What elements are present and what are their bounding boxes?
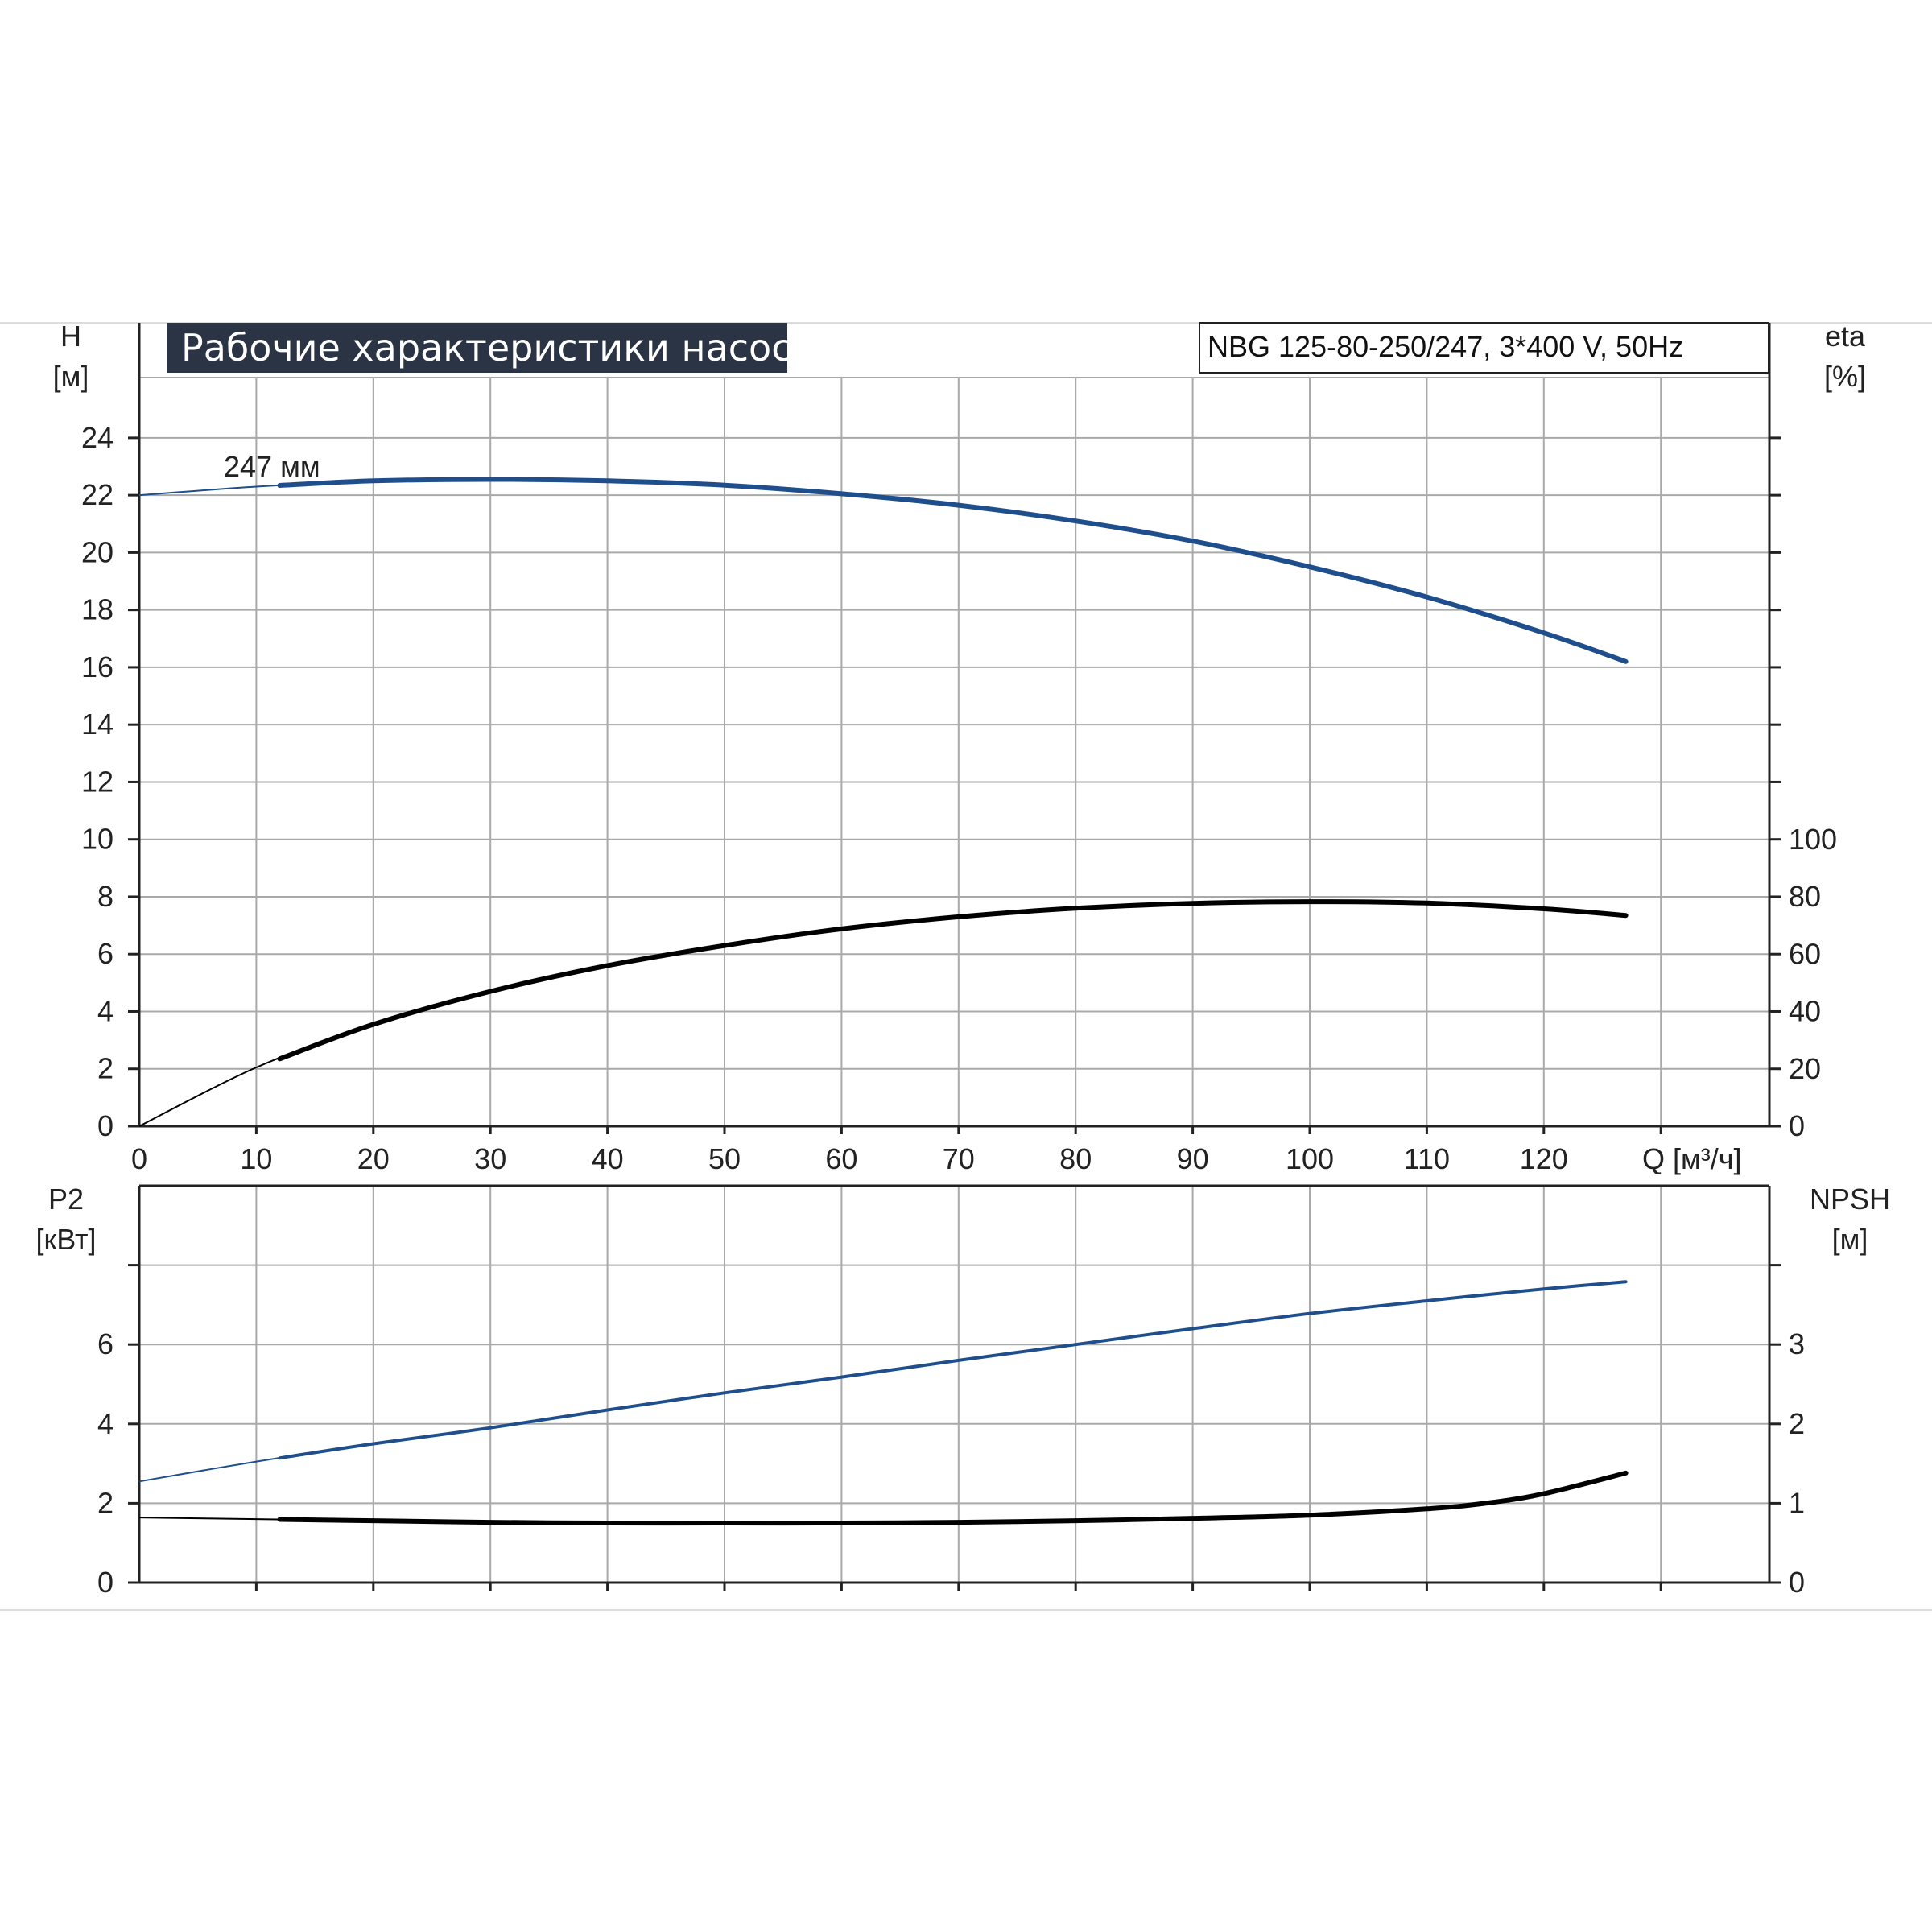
- x-tick-label: 0: [131, 1142, 147, 1175]
- x-axis-label: Q [м³/ч]: [1642, 1142, 1742, 1175]
- bottom-left-tick-label: 6: [97, 1327, 114, 1360]
- top-left-tick-label: 4: [97, 994, 114, 1027]
- p2-axis-unit: [кВт]: [35, 1223, 96, 1256]
- bottom-left-tick-label: 2: [97, 1486, 114, 1519]
- model-label: NBG 125-80-250/247, 3*400 V, 50Hz: [1208, 330, 1683, 363]
- top-series-1-line-thin: [138, 901, 1626, 1127]
- top-grid: [139, 377, 1769, 1126]
- bottom-right-tick-label: 3: [1789, 1327, 1805, 1360]
- top-series-0-line-thin: [138, 478, 1626, 663]
- top-left-tick-label: 14: [81, 708, 114, 741]
- npsh-axis-unit: [м]: [1832, 1223, 1868, 1256]
- top-left-tick-label: 8: [97, 880, 114, 913]
- power-npsh-panel: 0 2 4 6 0 1 2 3 P2 [кВт] NPSH [м]: [35, 1183, 1890, 1599]
- x-tick-label: 60: [825, 1142, 857, 1175]
- top-right-tick-label: 60: [1789, 937, 1821, 970]
- top-left-tick-label: 16: [81, 650, 114, 683]
- top-series: [138, 477, 1629, 1127]
- bottom-left-tick-label: 4: [97, 1407, 114, 1440]
- top-left-tick-label: 6: [97, 937, 114, 970]
- h-axis-label: H: [60, 320, 81, 353]
- npsh-axis-label: NPSH: [1810, 1183, 1890, 1216]
- top-left-tick-label: 2: [97, 1052, 114, 1085]
- x-tick-label: 120: [1520, 1142, 1568, 1175]
- bottom-series-1-line-thin: [138, 1472, 1626, 1525]
- top-right-tick-label: 40: [1789, 995, 1821, 1028]
- top-left-tick-label: 24: [81, 421, 114, 454]
- top-right-tick-label: 80: [1789, 880, 1821, 913]
- x-tick-label: 110: [1404, 1142, 1450, 1175]
- x-tick-label: 70: [943, 1142, 975, 1175]
- bottom-series: [138, 1280, 1629, 1526]
- x-tick-label: 20: [357, 1142, 390, 1175]
- bottom-right-tick-label: 2: [1789, 1407, 1805, 1440]
- top-left-tick-label: 20: [81, 535, 114, 568]
- bottom-right-tick-label: 0: [1789, 1566, 1805, 1599]
- h-axis-unit: [м]: [53, 360, 89, 393]
- bottom-series-0-line-thin: [138, 1281, 1626, 1483]
- eta-axis-unit: [%]: [1824, 360, 1866, 393]
- top-right-tick-label: 100: [1789, 823, 1837, 856]
- x-tick-label: 80: [1059, 1142, 1092, 1175]
- x-tick-label: 40: [592, 1142, 624, 1175]
- title-box: [167, 323, 787, 373]
- top-left-tick-label: 12: [81, 765, 114, 798]
- x-tick-label: 50: [708, 1142, 741, 1175]
- x-tick-label: 10: [240, 1142, 272, 1175]
- p2-axis-label: P2: [48, 1183, 84, 1216]
- bottom-ticks: 0 2 4 6 0 1 2 3: [97, 1264, 1805, 1599]
- top-right-tick-label: 20: [1789, 1052, 1821, 1085]
- top-series-0-line: [277, 477, 1629, 664]
- eta-axis-label: eta: [1825, 320, 1866, 353]
- bottom-left-tick-label: 0: [97, 1566, 114, 1599]
- top-left-tick-label: 0: [97, 1109, 114, 1142]
- chart-title: Рабочие характеристики насоса: [181, 326, 815, 369]
- model-box: [1199, 322, 1769, 374]
- impeller-diameter-label: 247 мм: [224, 450, 320, 483]
- bottom-series-1-line: [277, 1470, 1629, 1526]
- top-left-tick-label: 22: [81, 478, 114, 511]
- top-right-tick-label: 0: [1789, 1109, 1805, 1142]
- top-series-1-line: [277, 899, 1629, 1062]
- bottom-series-0-line: [278, 1280, 1628, 1460]
- x-tick-label: 90: [1177, 1142, 1209, 1175]
- x-tick-label: 30: [474, 1142, 506, 1175]
- top-left-tick-label: 10: [81, 823, 114, 856]
- bottom-right-tick-label: 1: [1789, 1486, 1805, 1519]
- top-left-tick-label: 18: [81, 593, 114, 626]
- x-tick-label: 100: [1286, 1142, 1334, 1175]
